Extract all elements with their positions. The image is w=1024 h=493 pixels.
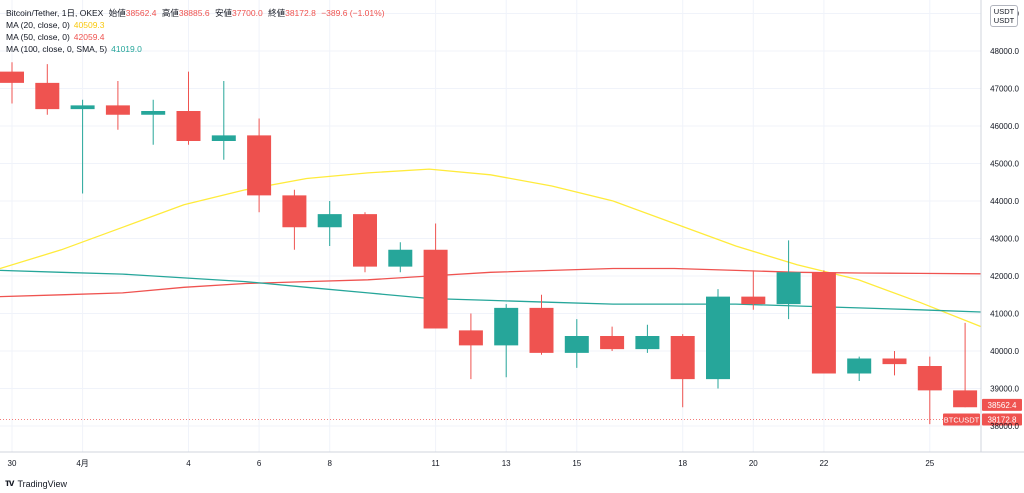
y-tick-label: 44000.0 [990,197,1019,206]
y-axis[interactable]: 38000.0 39000.0 40000.0 41000.0 42000.0 43000… [980,0,1020,452]
candle-body [882,358,907,365]
candle-body [953,390,978,408]
y-tick-label: 42000.0 [990,272,1019,281]
y-tick-label: 46000.0 [990,122,1019,131]
candle-body [529,307,554,353]
close-price-tag [982,413,1022,426]
ma20-line [0,168,982,328]
brand-label: TradingView [17,478,67,489]
candle-body [388,249,413,267]
candle-body [600,336,625,350]
x-axis[interactable]: 30 4月 4 6 8 11 13 15 18 20 22 25 [0,451,1024,468]
candle-body [353,214,377,267]
last-price-tag [982,398,1022,411]
symbol-tag-label: BTCUSDT [944,416,980,425]
x-tick-label: 15 [572,459,581,468]
x-tick-label: 20 [749,459,758,468]
price-overlays: 38562.4 BTCUSDT 38172.8 [0,398,1022,426]
legend-ma50-row: MA (50, close, 0) 42059.4 [6,31,385,43]
open-value: 38562.4 [125,8,157,18]
candle-body [847,358,872,374]
candle-body [0,71,24,83]
legend-ma20-row: MA (20, close, 0) 40509.3 [6,19,385,31]
change-value: −389.6 (−1.01%) [321,8,385,18]
y-tick-label: 47000.0 [990,85,1019,94]
candle-body [670,336,695,380]
candle-body [247,135,272,196]
candle-body [458,330,483,346]
ma50-value: 42059.4 [73,32,105,42]
x-tick-label: 22 [819,459,828,468]
candle-body [564,336,589,353]
candle-body [811,272,836,374]
symbol-tag [943,413,980,426]
high-label: 高値 [161,8,179,18]
y-tick-label: 43000.0 [990,235,1019,244]
tradingview-brand[interactable]: ᴛᴠ TradingView [5,478,67,489]
candle-body [635,336,660,350]
x-tick-label: 4 [186,459,191,468]
y-tick-label: 41000.0 [990,310,1019,319]
currency-unit-button[interactable]: USDT USDT [990,5,1018,27]
candle-body [105,105,130,115]
candle-body [70,105,95,110]
x-tick-label: 4月 [76,459,88,468]
y-tick-label: 48000.0 [990,47,1019,56]
close-label: 終値 [268,8,286,18]
last-price-label: 38562.4 [988,401,1017,410]
candle-body [317,214,342,228]
unit-line-2: USDT [993,16,1015,25]
x-tick-label: 25 [925,459,934,468]
grid-lines [0,0,981,452]
candle-body [776,272,801,305]
ma20-label: MA (20, close, 0) [6,20,70,30]
candle-body [706,296,730,380]
unit-line-1: USDT [993,7,1015,16]
ma50-label: MA (50, close, 0) [6,32,70,42]
low-value: 37700.0 [231,8,263,18]
candle-body [494,307,519,346]
x-tick-label: 6 [257,459,262,468]
x-tick-label: 30 [8,459,17,468]
high-value: 38885.6 [178,8,210,18]
x-tick-label: 11 [431,459,440,468]
y-tick-label: 39000.0 [990,385,1019,394]
open-label: 始値 [108,8,126,18]
symbol-label: Bitcoin/Tether, 1日, OKEX [6,8,104,18]
legend-ma100-row: MA (100, close, 0, SMA, 5) 41019.0 [6,43,385,55]
ma100-label: MA (100, close, 0, SMA, 5) [6,44,108,54]
candle-body [423,249,448,329]
ma100-value: 41019.0 [111,44,142,54]
candle-body [211,135,236,141]
x-tick-label: 18 [678,459,687,468]
candle-body [282,195,307,228]
close-value: 38172.8 [285,8,316,18]
low-label: 安値 [214,8,232,18]
x-tick-label: 8 [327,459,332,468]
y-tick-label: 40000.0 [990,347,1019,356]
candles [0,62,978,425]
candle-body [741,296,766,305]
candle-body [917,366,942,391]
chart-legend: Bitcoin/Tether, 1日, OKEX 始値38562.4 高値388… [6,7,385,55]
candle-body [141,111,166,115]
close-price-label: 38172.8 [988,416,1017,425]
candle-body [35,82,60,110]
legend-symbol-row: Bitcoin/Tether, 1日, OKEX 始値38562.4 高値388… [6,7,385,19]
y-tick-label: 38000.0 [990,422,1019,431]
ma20-value: 40509.3 [73,20,105,30]
tradingview-logo-icon: ᴛᴠ [5,478,15,489]
y-tick-label: 45000.0 [990,160,1019,169]
x-tick-label: 13 [502,459,511,468]
candle-body [176,111,201,141]
